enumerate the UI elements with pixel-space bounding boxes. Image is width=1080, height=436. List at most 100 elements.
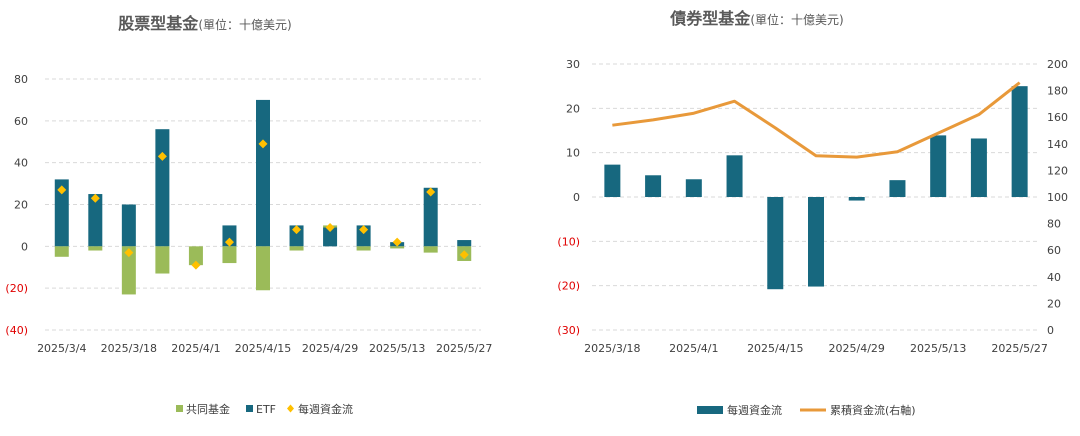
bond-legend: 每週資金流 累積資金流(右軸) [697,403,916,417]
x-tick-label: 2025/4/29 [829,342,885,355]
mutual-fund-bar [222,246,237,264]
etf-bar [121,204,136,247]
mutual-fund-bar [88,246,103,251]
mutual-fund-bar [121,246,136,295]
weekly-flow-bar [726,155,743,197]
weekly-flow-bar [930,135,947,197]
x-tick-label: 2025/4/15 [235,342,291,355]
mutual-fund-bar [390,246,405,249]
y2-tick-label: 140 [1047,138,1068,151]
y2-tick-label: 100 [1047,191,1068,204]
y2-tick-label: 200 [1047,58,1068,71]
y-tick-label: (30) [557,324,580,337]
etf-bar [54,179,69,247]
weekly-flow-bar [767,197,784,290]
bond-x-axis-ticks: 2025/3/18 2025/4/1 2025/4/15 2025/4/29 2025/… [584,342,1048,355]
y-tick-label: 0 [21,240,28,253]
weekly-flow-marker [258,139,268,149]
weekly-flow-marker [90,193,100,203]
y-tick-label: (40) [5,324,28,337]
x-tick-label: 2025/4/1 [171,342,220,355]
legend-label-weekly-flow: 每週資金流 [298,402,353,416]
equity-fund-chart: 股票型基金(單位：十億美元) 80 60 40 20 0 (20) (40) 2025/3/… [5,14,492,416]
equity-weekly-flow-markers [57,139,469,270]
etf-bar [457,240,472,247]
etf-bar [256,99,270,247]
weekly-flow-marker [124,248,134,258]
y-tick-label: 40 [14,157,28,170]
y2-tick-label: 20 [1047,297,1061,310]
weekly-flow-marker [191,260,201,270]
weekly-flow-marker [325,223,335,233]
y2-tick-label: 120 [1047,164,1068,177]
etf-bar [323,227,338,247]
weekly-flow-bar [645,175,662,197]
y2-tick-label: 0 [1047,324,1054,337]
weekly-flow-bar [808,197,824,287]
x-tick-label: 2025/5/13 [910,342,966,355]
x-tick-label: 2025/5/13 [369,342,425,355]
etf-bar [423,187,438,247]
weekly-flow-marker [57,185,67,195]
etf-bar [155,129,170,247]
cumulative-flow-line [612,81,1021,159]
legend-swatch-mutual-fund [176,405,183,412]
y-tick-label: 10 [566,147,580,160]
weekly-flow-marker [392,237,402,247]
weekly-flow-marker [224,237,234,247]
y-tick-label: 20 [14,199,28,212]
chart-title-equity: 股票型基金(單位：十億美元) [118,14,291,33]
mutual-fund-bar [54,246,69,257]
x-tick-label: 2025/4/1 [669,342,718,355]
equity-x-axis-ticks: 2025/3/4 2025/3/18 2025/4/1 2025/4/15 2025/4… [37,342,492,355]
y2-tick-label: 160 [1047,111,1068,124]
legend-label-etf: ETF [256,403,276,416]
mutual-fund-bar [256,246,270,291]
weekly-flow-marker [359,225,369,235]
weekly-flow-marker [292,225,302,235]
legend-swatch-etf [246,405,253,412]
legend-swatch-weekly-flow [287,404,294,413]
y-tick-label: 80 [14,73,28,86]
y2-tick-label: 60 [1047,244,1061,257]
y-tick-label: 30 [566,58,580,71]
weekly-flow-bar [889,180,906,197]
y-tick-label: 60 [14,115,28,128]
y2-tick-label: 180 [1047,85,1068,98]
bond-cumulative-flow-line [612,81,1021,159]
bond-left-y-axis-ticks: 30 20 10 0 (10) (20) (30) [557,58,580,337]
y-tick-label: 0 [573,191,580,204]
y-tick-label: (10) [557,235,580,248]
legend-label-weekly-flow: 每週資金流 [727,403,782,417]
weekly-flow-bar [604,164,621,197]
x-tick-label: 2025/4/29 [302,342,358,355]
etf-bar [289,225,304,247]
y-tick-label: 20 [566,102,580,115]
mutual-fund-bar [188,246,203,266]
chart-title-bond: 債券型基金(單位：十億美元) [669,9,843,28]
x-tick-label: 2025/4/15 [747,342,803,355]
mutual-fund-bar [289,246,304,251]
weekly-flow-bar [1011,86,1028,197]
legend-swatch-weekly-flow [697,406,723,414]
y2-tick-label: 80 [1047,218,1061,231]
weekly-flow-bar [848,197,865,201]
legend-label-mutual-fund: 共同基金 [186,402,230,416]
x-tick-label: 2025/5/27 [991,342,1047,355]
mutual-fund-bar [356,246,371,251]
etf-bar [88,194,103,247]
x-tick-label: 2025/5/27 [436,342,492,355]
x-tick-label: 2025/3/18 [101,342,157,355]
weekly-flow-bar [970,138,987,197]
mutual-fund-bar [155,246,170,274]
x-tick-label: 2025/3/18 [584,342,640,355]
equity-legend: 共同基金 ETF 每週資金流 [176,402,353,416]
x-tick-label: 2025/3/4 [37,342,86,355]
y2-tick-label: 40 [1047,271,1061,284]
etf-bar [222,225,237,247]
weekly-flow-marker [157,151,167,161]
weekly-flow-marker [459,250,469,260]
